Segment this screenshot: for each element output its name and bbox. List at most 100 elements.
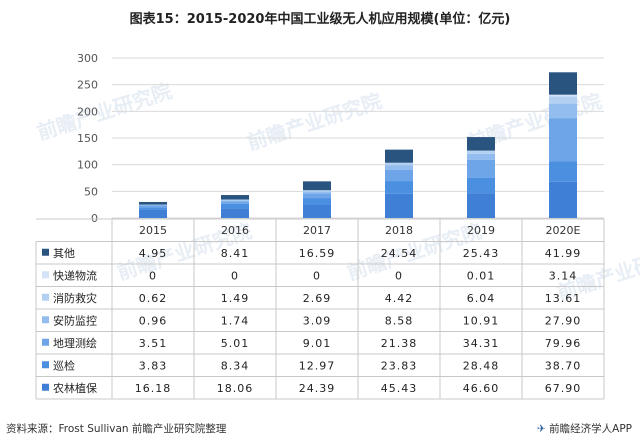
data-label: 6.04 — [467, 292, 496, 305]
bar-segment — [303, 191, 331, 194]
bar-segment — [139, 201, 167, 205]
bar-segment — [139, 209, 167, 218]
data-label: 46.60 — [463, 382, 500, 395]
data-label: 67.90 — [545, 382, 582, 395]
data-label: 3.83 — [139, 359, 168, 372]
data-label: 38.70 — [545, 359, 582, 372]
data-label: 28.48 — [463, 359, 500, 372]
legend-label: 快递物流 — [53, 268, 97, 282]
y-tick-label: 250 — [77, 79, 98, 92]
bar-segment — [303, 181, 331, 191]
data-label: 0.62 — [139, 292, 168, 305]
data-label: 3.14 — [549, 269, 578, 282]
data-label: 27.90 — [545, 314, 582, 327]
data-label: 0 — [395, 269, 403, 282]
data-label: 79.96 — [545, 337, 582, 350]
bar-segment — [221, 208, 249, 218]
bar-segment — [385, 169, 413, 182]
bar-segment — [221, 201, 249, 204]
x-tick-label: 2017 — [303, 224, 331, 237]
y-tick-label: 300 — [77, 52, 98, 65]
bar-segment — [221, 203, 249, 209]
data-label: 23.83 — [381, 359, 418, 372]
bar-segment — [385, 162, 413, 166]
legend-swatch — [42, 383, 49, 391]
legend-label: 地理测绘 — [53, 336, 97, 350]
legend-label: 消防救灾 — [53, 291, 97, 305]
data-label: 13.61 — [545, 292, 582, 305]
chart-title: 图表15：2015-2020年中国工业级无人机应用规模(单位：亿元) — [129, 12, 511, 27]
bar-segment — [221, 195, 249, 200]
bar-segment — [303, 190, 331, 192]
bar-segment — [467, 150, 495, 152]
legend-swatch — [42, 248, 49, 256]
data-label: 25.43 — [463, 247, 500, 260]
bar-segment — [467, 159, 495, 178]
bar-segment — [549, 94, 577, 97]
bar-segment — [139, 207, 167, 210]
y-tick-label: 200 — [77, 105, 98, 118]
brand-label: 前瞻经济学人APP — [549, 423, 632, 435]
data-label: 0.96 — [139, 314, 168, 327]
bird-logo-icon: ✈ — [536, 423, 546, 435]
bar-segment — [467, 193, 495, 218]
data-label: 4.95 — [139, 247, 168, 260]
data-label: 24.54 — [381, 247, 418, 260]
legend-swatch — [42, 361, 49, 369]
bar-segment — [385, 149, 413, 163]
bar-segment — [549, 103, 577, 119]
data-table: 2015 2016 2017 2018 2019 2020E 其他 4.95 8.41 16.59… — [35, 218, 605, 400]
data-label: 16.59 — [299, 247, 336, 260]
data-label: 0 — [231, 269, 239, 282]
legend-label: 其他 — [53, 247, 75, 260]
grid-layer: 050100150200250300 — [77, 52, 604, 225]
bar-segment — [303, 193, 331, 199]
data-label: 1.49 — [221, 292, 250, 305]
bar-segment — [139, 204, 167, 206]
y-tick-label: 150 — [77, 132, 98, 145]
data-label: 0.01 — [467, 269, 496, 282]
data-label: 12.97 — [299, 359, 336, 372]
data-label: 2.69 — [303, 292, 332, 305]
bar-segment — [467, 137, 495, 151]
data-label: 24.39 — [299, 382, 336, 395]
data-label: 34.31 — [463, 337, 500, 350]
data-label: 10.91 — [463, 314, 500, 327]
data-label: 18.06 — [217, 382, 254, 395]
data-label: 0 — [149, 269, 157, 282]
y-tick-label: 100 — [77, 159, 98, 172]
data-label: 8.34 — [221, 359, 250, 372]
y-tick-label: 50 — [84, 185, 98, 198]
bar-segment — [385, 165, 413, 170]
data-label: 41.99 — [545, 247, 582, 260]
watermark-text: 前瞻产业研究院 — [244, 89, 385, 155]
data-label: 5.01 — [221, 337, 250, 350]
data-label: 4.42 — [385, 292, 414, 305]
data-label: 45.43 — [381, 382, 418, 395]
x-tick-label: 2015 — [139, 224, 167, 237]
x-tick-label: 2020E — [546, 224, 581, 237]
bar-segment — [549, 181, 577, 218]
brand-footer: ✈ 前瞻经济学人APP — [537, 421, 632, 436]
x-tick-label: 2018 — [385, 224, 413, 237]
bar-segment — [467, 150, 495, 154]
bar-segment — [467, 153, 495, 160]
data-label: 21.38 — [381, 337, 418, 350]
bar-segment — [467, 177, 495, 194]
data-label: 3.51 — [139, 337, 168, 350]
bar-segment — [139, 205, 167, 208]
bar-segment — [139, 204, 167, 206]
legend-swatch — [42, 293, 49, 301]
legend-label: 安防监控 — [53, 313, 97, 327]
data-label: 8.41 — [221, 247, 250, 260]
x-tick-label: 2019 — [467, 224, 495, 237]
legend-label: 农林植保 — [53, 381, 97, 395]
bar-segment — [221, 199, 249, 201]
bar-segment — [385, 181, 413, 194]
x-tick-label: 2016 — [221, 224, 249, 237]
data-label: 16.18 — [135, 382, 172, 395]
legend-swatch — [42, 271, 49, 279]
data-label: 9.01 — [303, 337, 332, 350]
bar-segment — [385, 193, 413, 218]
bar-segment — [549, 161, 577, 182]
